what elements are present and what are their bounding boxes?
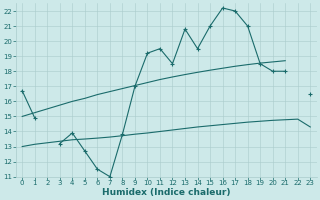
- X-axis label: Humidex (Indice chaleur): Humidex (Indice chaleur): [102, 188, 230, 197]
